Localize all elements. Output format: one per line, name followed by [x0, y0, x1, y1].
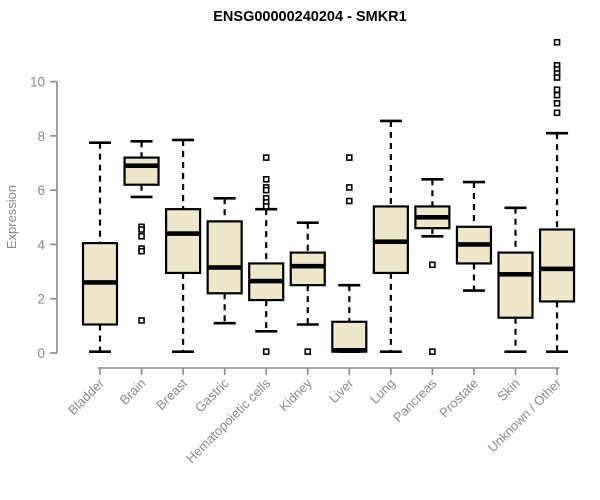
box-skin — [497, 206, 534, 353]
x-tick-label: Skin — [494, 376, 522, 404]
outlier-point — [553, 74, 561, 81]
x-tick-label: Bladder — [65, 375, 108, 418]
outlier-point — [345, 197, 353, 205]
outlier-point — [138, 232, 145, 240]
x-tick-label: Liver — [326, 375, 357, 406]
outlier-point — [304, 348, 312, 355]
box-unknown-other — [538, 38, 576, 353]
x-tick-label: Gastric — [192, 375, 232, 415]
iqr-box — [538, 228, 576, 303]
outlier-point — [345, 184, 353, 191]
median-line — [124, 163, 159, 169]
outlier-point — [262, 176, 270, 183]
iqr-box — [206, 220, 243, 295]
iqr-box — [289, 251, 326, 287]
median-line — [207, 265, 242, 270]
box-liver — [331, 154, 368, 353]
box-brain — [123, 140, 160, 324]
y-tick-label: 6 — [37, 183, 45, 198]
median-line — [456, 242, 491, 247]
x-tick-label: Kidney — [276, 375, 315, 414]
median-line — [373, 239, 408, 245]
x-tick-label: Pancreas — [390, 375, 440, 425]
outlier-point — [138, 247, 145, 255]
box-lung — [372, 119, 409, 353]
outlier-point — [345, 154, 353, 161]
x-tick-label: Unknown / Other — [485, 375, 565, 455]
median-line — [332, 347, 367, 353]
y-tick-label: 10 — [30, 75, 45, 90]
outlier-point — [262, 186, 270, 194]
y-tick-label: 2 — [37, 292, 45, 307]
outlier-point — [553, 91, 561, 99]
x-tick-label: Breast — [153, 375, 190, 412]
median-line — [83, 280, 117, 285]
y-axis-label: Expression — [4, 185, 19, 249]
median-line — [166, 231, 201, 236]
x-tick-label: Prostate — [436, 376, 481, 421]
outlier-point — [262, 154, 270, 161]
outlier-point — [262, 348, 270, 355]
median-line — [498, 271, 533, 277]
median-line — [540, 266, 575, 272]
iqr-box — [123, 156, 160, 186]
median-line — [290, 263, 325, 269]
median-line — [415, 215, 450, 220]
y-tick-label: 8 — [37, 129, 45, 144]
box-kidney — [289, 221, 326, 355]
box-hematopoietic-cells — [248, 154, 285, 355]
outlier-point — [429, 348, 436, 355]
outlier-point — [429, 261, 436, 269]
y-tick-label: 4 — [37, 237, 45, 252]
box-bladder — [81, 141, 119, 353]
median-line — [249, 278, 284, 284]
x-tick-label: Brain — [117, 376, 149, 408]
boxes-layer — [81, 38, 576, 355]
outlier-point — [553, 38, 561, 46]
box-pancreas — [414, 178, 451, 355]
y-tick-label: 0 — [37, 346, 45, 361]
outlier-point — [553, 100, 561, 107]
outlier-point — [553, 109, 561, 117]
chart-title: ENSG00000240204 - SMKR1 — [213, 9, 406, 25]
box-prostate — [455, 180, 493, 292]
outlier-point — [262, 203, 270, 210]
iqr-box — [165, 208, 202, 275]
outlier-point — [138, 317, 145, 324]
iqr-box — [331, 320, 368, 353]
outlier-point — [138, 226, 145, 233]
x-tick-label: Lung — [367, 376, 398, 407]
iqr-box — [497, 251, 534, 319]
outlier-point — [553, 86, 561, 94]
box-gastric — [206, 197, 243, 325]
box-breast — [165, 138, 202, 353]
